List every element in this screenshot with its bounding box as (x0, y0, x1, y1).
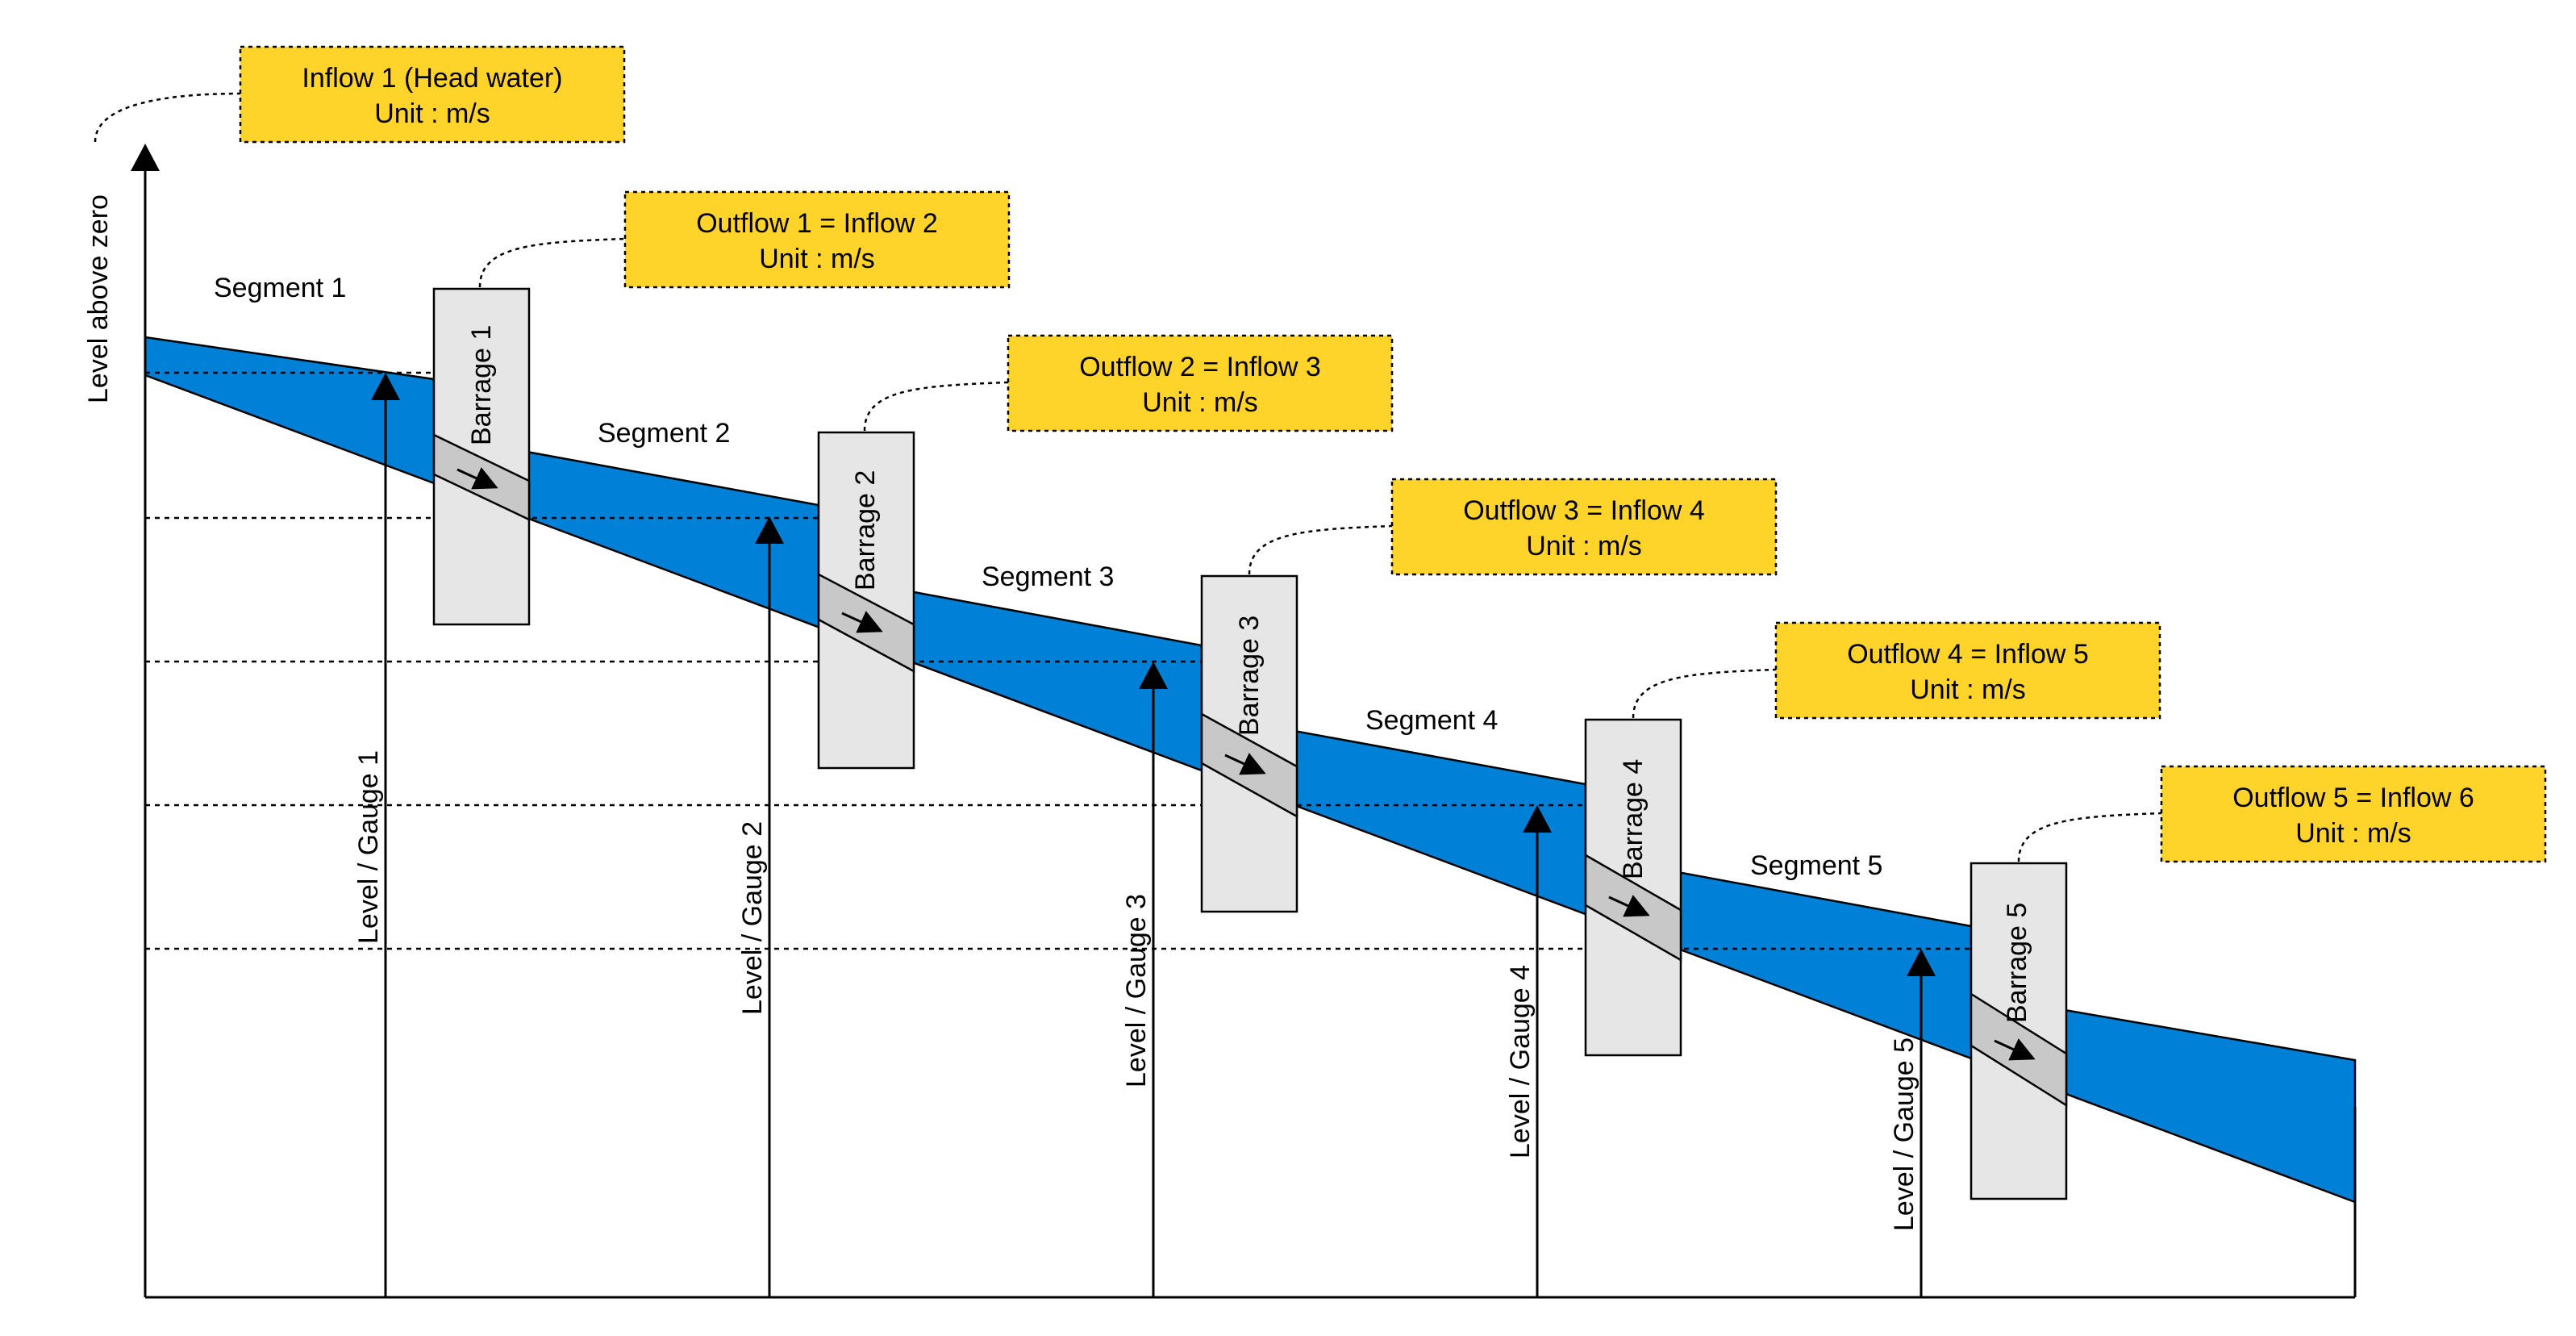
gauge-5-arrow-icon (1907, 949, 1936, 976)
outflow-4-note: Outflow 4 = Inflow 5 Unit : m/s (1774, 621, 2161, 720)
barrage-4: Barrage 4 (1584, 718, 1682, 1057)
gauge-4: Level / Gauge 4 (1505, 805, 1552, 1297)
segment-1-label: Segment 1 (214, 273, 346, 303)
outflow-5-note-box (2160, 765, 2547, 863)
segment-2-label: Segment 2 (598, 418, 730, 449)
gauge-1-arrow-icon (371, 373, 400, 400)
barrage-3: Barrage 3 (1200, 574, 1298, 913)
outflow-1-note-box (623, 190, 1011, 289)
barrage-4-label: Barrage 4 (1618, 759, 1649, 879)
connector-outflow-3 (1248, 524, 1393, 575)
barrage-5-label: Barrage 5 (2002, 903, 2032, 1023)
gauge-3: Level / Gauge 3 (1121, 662, 1168, 1297)
inflow-head-note-box (239, 45, 626, 144)
barrage-2: Barrage 2 (817, 431, 915, 770)
outflow-5-note-line1: Outflow 5 = Inflow 6 (2232, 783, 2474, 813)
outflow-2-note-box (1007, 334, 1394, 432)
connector-outflow-2 (863, 381, 1009, 432)
outflow-3-note: Outflow 3 = Inflow 4 Unit : m/s (1390, 478, 1778, 576)
y-axis-label: Level above zero (83, 194, 114, 403)
barrage-3-flow-arrow-icon (1224, 753, 1266, 775)
gauge-4-label: Level / Gauge 4 (1505, 965, 1536, 1159)
gauge-2: Level / Gauge 2 (737, 516, 784, 1297)
y-axis-arrow-icon (131, 144, 160, 171)
inflow-head-note: Inflow 1 (Head water) Unit : m/s (239, 45, 626, 144)
segment-5-label: Segment 5 (1750, 850, 1882, 881)
outflow-4-note-line1: Outflow 4 = Inflow 5 (1847, 639, 2089, 670)
outflow-3-note-box (1390, 478, 1778, 576)
gauge-5-label: Level / Gauge 5 (1889, 1037, 1919, 1231)
gauge-3-label: Level / Gauge 3 (1121, 894, 1152, 1088)
outflow-1-note-line2: Unit : m/s (759, 244, 875, 274)
outflow-3-note-line2: Unit : m/s (1526, 531, 1642, 562)
outflow-5-note-line2: Unit : m/s (2295, 818, 2411, 849)
gauge-5: Level / Gauge 5 (1889, 949, 1936, 1297)
outflow-4-note-line2: Unit : m/s (1910, 674, 2026, 705)
outflow-1-note: Outflow 1 = Inflow 2 Unit : m/s (623, 190, 1011, 289)
segment-3-label: Segment 3 (982, 562, 1114, 592)
segment-labels: Segment 1 Segment 2 Segment 3 Segment 4 … (214, 273, 1882, 881)
outflow-3-note-line1: Outflow 3 = Inflow 4 (1463, 495, 1705, 526)
outflow-5-note: Outflow 5 = Inflow 6 Unit : m/s (2160, 765, 2547, 863)
gauge-4-arrow-icon (1523, 805, 1552, 833)
axes: Level above zero (83, 144, 2357, 1299)
gauge-2-label: Level / Gauge 2 (737, 821, 768, 1015)
connector-inflow-head (94, 92, 241, 143)
outflow-2-note: Outflow 2 = Inflow 3 Unit : m/s (1007, 334, 1394, 432)
inflow-head-note-line2: Unit : m/s (374, 98, 490, 129)
outflow-2-note-line1: Outflow 2 = Inflow 3 (1079, 352, 1321, 382)
barrage-3-label: Barrage 3 (1234, 616, 1265, 736)
gauge-1-label: Level / Gauge 1 (353, 750, 384, 944)
gauge-3-arrow-icon (1139, 662, 1168, 689)
connector-outflow-1 (478, 237, 626, 288)
segment-4-label: Segment 4 (1365, 705, 1498, 736)
barrage-5-flow-arrow-icon (1994, 1038, 2036, 1061)
connector-outflow-5 (2017, 812, 2162, 862)
inflow-head-note-line1: Inflow 1 (Head water) (302, 63, 562, 94)
barrage-2-flow-arrow-icon (841, 611, 883, 633)
outflow-1-note-line1: Outflow 1 = Inflow 2 (696, 208, 938, 239)
connector-outflow-4 (1632, 668, 1777, 719)
barrage-1-label: Barrage 1 (466, 325, 497, 445)
barrage-4-flow-arrow-icon (1608, 895, 1650, 917)
gauge-2-arrow-icon (755, 516, 784, 544)
gauge-1: Level / Gauge 1 (353, 373, 400, 1297)
outflow-2-note-line2: Unit : m/s (1142, 387, 1258, 418)
barrage-2-label: Barrage 2 (850, 470, 881, 591)
note-connectors (94, 92, 2162, 862)
barrage-1: Barrage 1 (432, 287, 531, 626)
barrage-5: Barrage 5 (1970, 862, 2068, 1200)
outflow-4-note-box (1774, 621, 2161, 720)
barrage-1-flow-arrow-icon (456, 467, 498, 490)
